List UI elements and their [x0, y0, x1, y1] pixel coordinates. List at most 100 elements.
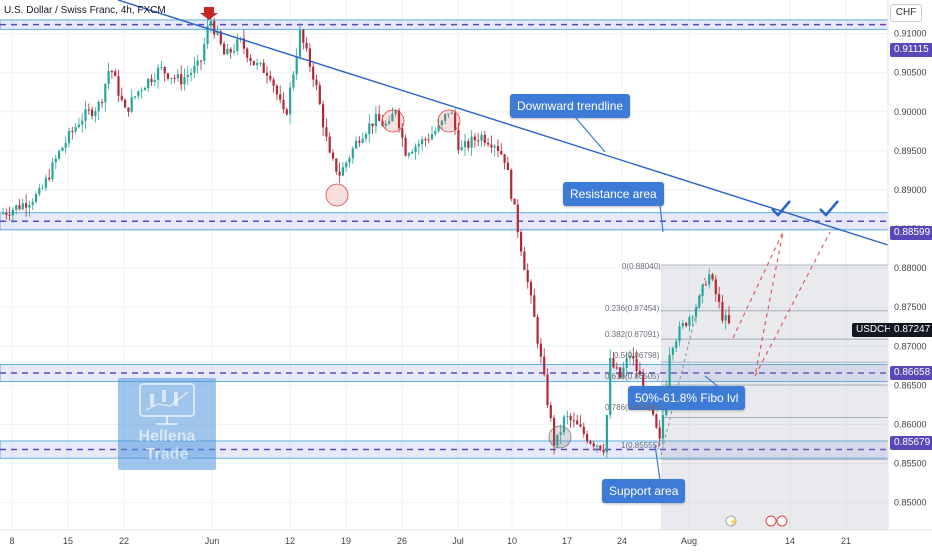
candle-body [704, 284, 707, 286]
candle-body [364, 134, 368, 139]
candle-body [58, 150, 61, 159]
candle-body [559, 432, 562, 435]
candle-body [335, 158, 338, 172]
candle-body [104, 83, 107, 103]
event-icon [725, 515, 737, 527]
fib-label-0.382: 0.382(0.87091) [605, 330, 660, 339]
candle-body [454, 112, 457, 130]
callout-downward-trendline[interactable]: Downward trendline [510, 94, 631, 118]
candle-body [513, 198, 516, 205]
candle-body [176, 74, 179, 79]
candle-body [74, 127, 77, 132]
y-tick-label: 0.85000 [894, 498, 927, 508]
candle-body [282, 99, 285, 110]
candle-body [51, 162, 54, 180]
candle-body [97, 102, 100, 112]
callout-support-area[interactable]: Support area [602, 479, 686, 503]
drawings[interactable]: ⚡ [117, 0, 889, 527]
level-zones [0, 19, 889, 459]
candle-body [694, 307, 698, 318]
callout-resistance-area[interactable]: Resistance area [563, 182, 664, 206]
candle-body [371, 123, 374, 127]
candle-body [5, 213, 8, 215]
candle-body [338, 171, 341, 176]
x-tick-label: 21 [841, 536, 851, 546]
candle-body [236, 39, 239, 52]
candle-body [44, 177, 47, 188]
candle-body [143, 88, 146, 91]
candle-body [444, 114, 447, 121]
candle-body [388, 121, 391, 124]
y-tick-label: 0.85500 [894, 459, 927, 469]
candle-body [133, 96, 137, 98]
candle-body [21, 203, 24, 210]
fib-label-0.236: 0.236(0.87454) [605, 304, 660, 313]
candle-body [295, 56, 298, 75]
candle-body [437, 125, 440, 132]
candle-body [526, 269, 529, 283]
candle-body [348, 158, 351, 163]
candle-body [318, 85, 321, 105]
candle-body [180, 74, 183, 85]
candle-body [718, 294, 721, 303]
fib-label-0.786: 0.786(0.86088) [605, 403, 660, 412]
candle-body [450, 112, 453, 114]
candle-body [609, 357, 612, 416]
candle-body [292, 74, 295, 88]
candle-body [523, 251, 526, 270]
candle-body [322, 104, 325, 128]
arrow-down-icon [200, 7, 218, 20]
candle-body [91, 109, 94, 117]
y-tick-label: 0.90000 [894, 107, 927, 117]
candle-body [285, 109, 288, 115]
candle-body [599, 445, 602, 450]
candle-body [602, 449, 605, 453]
candle-body [84, 109, 87, 121]
candle-body [71, 131, 74, 133]
candle-body [576, 420, 579, 425]
candle-body [701, 284, 704, 296]
candle-body [625, 358, 628, 368]
candle-body [87, 109, 90, 111]
candle-body [655, 414, 658, 428]
candle-body [256, 62, 259, 66]
chart-title: U.S. Dollar / Swiss Franc, 4h, FXCM [4, 5, 166, 16]
x-tick-label: Aug [681, 536, 697, 546]
candle-body [543, 356, 546, 375]
candle-body [427, 139, 430, 141]
price-badge-0.86658: 0.86658 [890, 366, 932, 380]
candle-body [430, 134, 434, 140]
candle-body [1, 213, 5, 215]
candle-body [711, 274, 714, 280]
currency-button[interactable]: CHF [890, 4, 922, 22]
candle-body [160, 66, 163, 68]
candle-body [203, 44, 206, 61]
candle-body [100, 102, 104, 104]
candle-body [54, 158, 57, 163]
candle-body [38, 188, 41, 195]
candle-body [163, 66, 166, 74]
candle-body [242, 38, 245, 49]
lightning-icon: ⚡ [729, 517, 738, 526]
candle-body [206, 26, 209, 45]
candle-body [724, 315, 727, 321]
candle-body [483, 134, 486, 143]
watermark-logo: Hellena Trade [118, 378, 216, 470]
callout-fibo-level[interactable]: 50%-61.8% Fibo lvl [628, 386, 746, 410]
candle-body [460, 147, 463, 151]
candle-body [592, 443, 595, 447]
candle-body [721, 302, 724, 321]
candle-body [28, 204, 31, 208]
candle-body [615, 367, 618, 369]
candle-body [490, 144, 493, 148]
fib-label-0.618: 0.618(0.86505) [605, 372, 660, 381]
candle-body [678, 326, 681, 342]
price-badge-0.91115: 0.91115 [890, 43, 932, 57]
last-price-badge: 0.87247 [890, 323, 932, 337]
support-pointer [654, 444, 661, 481]
candle-body [110, 70, 113, 72]
candle-body [549, 405, 552, 418]
check-icon [819, 200, 839, 217]
candle-body [582, 426, 585, 435]
candle-body [681, 322, 684, 327]
